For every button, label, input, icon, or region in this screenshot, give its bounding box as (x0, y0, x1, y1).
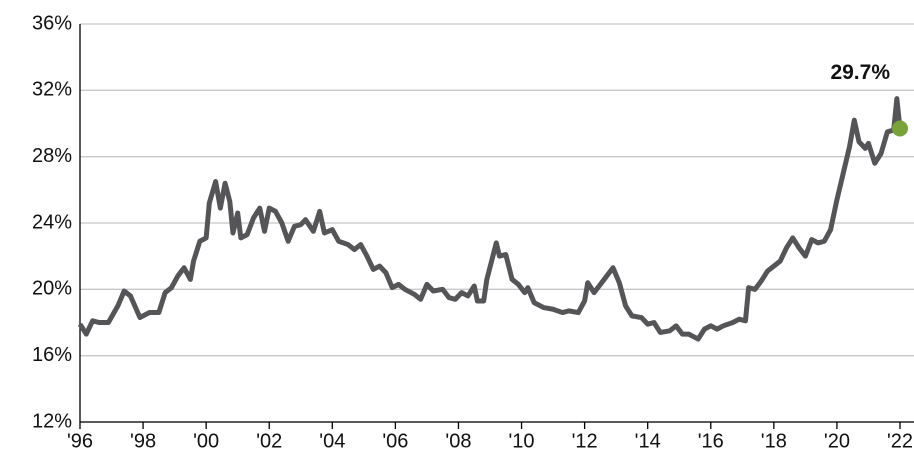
y-tick-label: 12% (32, 410, 72, 432)
y-tick-label: 24% (32, 211, 72, 233)
x-tick-label: '00 (193, 430, 219, 452)
highlight-label: 29.7% (830, 61, 890, 84)
x-tick-label: '02 (256, 430, 282, 452)
highlight-dot (892, 120, 908, 137)
y-tick-label: 32% (32, 79, 72, 101)
x-tick-label: '20 (824, 430, 850, 452)
x-tick-label: '06 (382, 430, 408, 452)
x-tick-label: '10 (508, 430, 534, 452)
y-tick-label: 20% (32, 278, 72, 300)
y-tick-label: 28% (32, 145, 72, 167)
x-tick-label: '14 (635, 430, 661, 452)
x-tick-label: '98 (130, 430, 156, 452)
x-tick-label: '22 (887, 430, 913, 452)
x-tick-label: '18 (761, 430, 787, 452)
x-tick-label: '04 (319, 430, 345, 452)
x-tick-label: '96 (67, 430, 93, 452)
x-tick-label: '08 (445, 430, 471, 452)
y-tick-label: 36% (32, 12, 72, 34)
x-tick-label: '16 (698, 430, 724, 452)
line (77, 96, 903, 342)
y-tick-label: 16% (32, 344, 72, 366)
x-tick-label: '12 (572, 430, 598, 452)
